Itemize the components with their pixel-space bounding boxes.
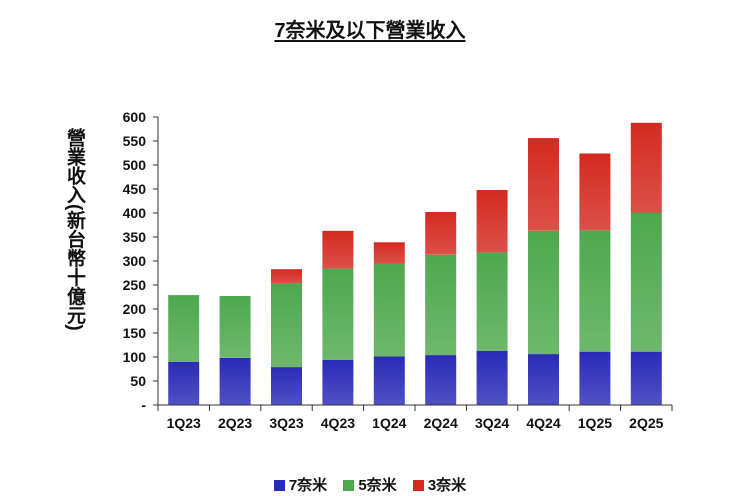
chart-title: 7奈米及以下營業收入: [0, 14, 740, 43]
x-tick-label: 3Q24: [475, 415, 509, 431]
legend-label-3nm: 3奈米: [427, 477, 467, 494]
y-tick-label: 350: [123, 229, 147, 245]
y-tick-label: 100: [123, 349, 147, 365]
bar-2Q25-7奈米: [630, 351, 662, 405]
legend-item-7nm: 7奈米: [273, 474, 328, 495]
bar-2Q23-7奈米: [219, 358, 251, 405]
bar-2Q23-5奈米: [219, 296, 251, 358]
bar-4Q24-7奈米: [528, 354, 559, 405]
legend: 7奈米 5奈米 3奈米: [0, 474, 740, 495]
bar-3Q23-7奈米: [271, 367, 302, 405]
bar-chart: 1Q23 2Q23 3Q23 4Q23 1Q24 2Q24 3Q24 4Q24 1Q25 2Q25…: [123, 109, 673, 431]
bar-2Q24-3奈米: [425, 212, 457, 255]
legend-swatch-7nm: [273, 480, 285, 491]
y-tick-label: 300: [123, 253, 147, 269]
y-tick-label: 450: [123, 181, 147, 197]
y-axis-label: 營業收入(新台幣十億元): [64, 128, 85, 331]
x-tick-label: 2Q23: [218, 415, 252, 431]
y-tick-label: 600: [123, 109, 147, 125]
bar-1Q24-3奈米: [373, 242, 405, 264]
y-tick-label: 250: [123, 277, 147, 293]
bar-1Q25-3奈米: [579, 153, 611, 231]
bar-4Q23-5奈米: [322, 268, 354, 360]
x-tick-label: 1Q25: [578, 415, 612, 431]
bar-3Q23-3奈米: [271, 269, 302, 284]
legend-swatch-5nm: [343, 480, 355, 491]
bar-4Q24-5奈米: [528, 230, 559, 355]
legend-item-5nm: 5奈米: [343, 474, 397, 495]
bar-3Q23-5奈米: [271, 283, 302, 368]
bar-4Q24-3奈米: [528, 138, 559, 231]
x-tick-label: 1Q24: [372, 415, 406, 431]
chart-title-text: 7奈米及以下營業收入: [274, 20, 466, 42]
bar-3Q24-3奈米: [476, 190, 508, 253]
bar-2Q24-7奈米: [425, 355, 457, 405]
y-tick-label: 150: [123, 325, 147, 341]
y-tick-label: 550: [123, 133, 147, 149]
x-tick-label: 1Q23: [167, 415, 201, 431]
bar-3Q24-7奈米: [476, 350, 508, 405]
y-tick-label: 200: [123, 301, 147, 317]
x-tick-label: 2Q24: [424, 415, 458, 431]
bar-2Q25-5奈米: [630, 212, 662, 352]
bar-1Q23-5奈米: [168, 295, 200, 362]
x-tick-label: 4Q24: [526, 415, 560, 431]
x-tick-label: 2Q25: [629, 415, 663, 431]
legend-label-5nm: 5奈米: [358, 477, 397, 494]
y-tick-label: -: [141, 397, 146, 413]
y-tick-label: 50: [130, 373, 146, 389]
bar-2Q25-3奈米: [630, 122, 662, 213]
bar-1Q24-5奈米: [373, 263, 405, 357]
bar-4Q23-7奈米: [322, 359, 354, 405]
bar-2Q24-5奈米: [425, 254, 457, 356]
legend-label-7nm: 7奈米: [288, 477, 328, 494]
bar-1Q23-7奈米: [168, 361, 200, 405]
bar-4Q23-3奈米: [322, 230, 354, 269]
legend-item-3nm: 3奈米: [412, 474, 467, 495]
bar-1Q25-5奈米: [579, 230, 611, 352]
bar-3Q24-5奈米: [476, 252, 508, 351]
bar-1Q24-7奈米: [373, 356, 405, 405]
y-tick-label: 500: [123, 157, 147, 173]
x-tick-label: 4Q23: [321, 415, 355, 431]
bar-1Q25-7奈米: [579, 351, 611, 405]
x-tick-label: 3Q23: [269, 415, 303, 431]
y-tick-label: 400: [123, 205, 147, 221]
legend-swatch-3nm: [412, 480, 424, 491]
